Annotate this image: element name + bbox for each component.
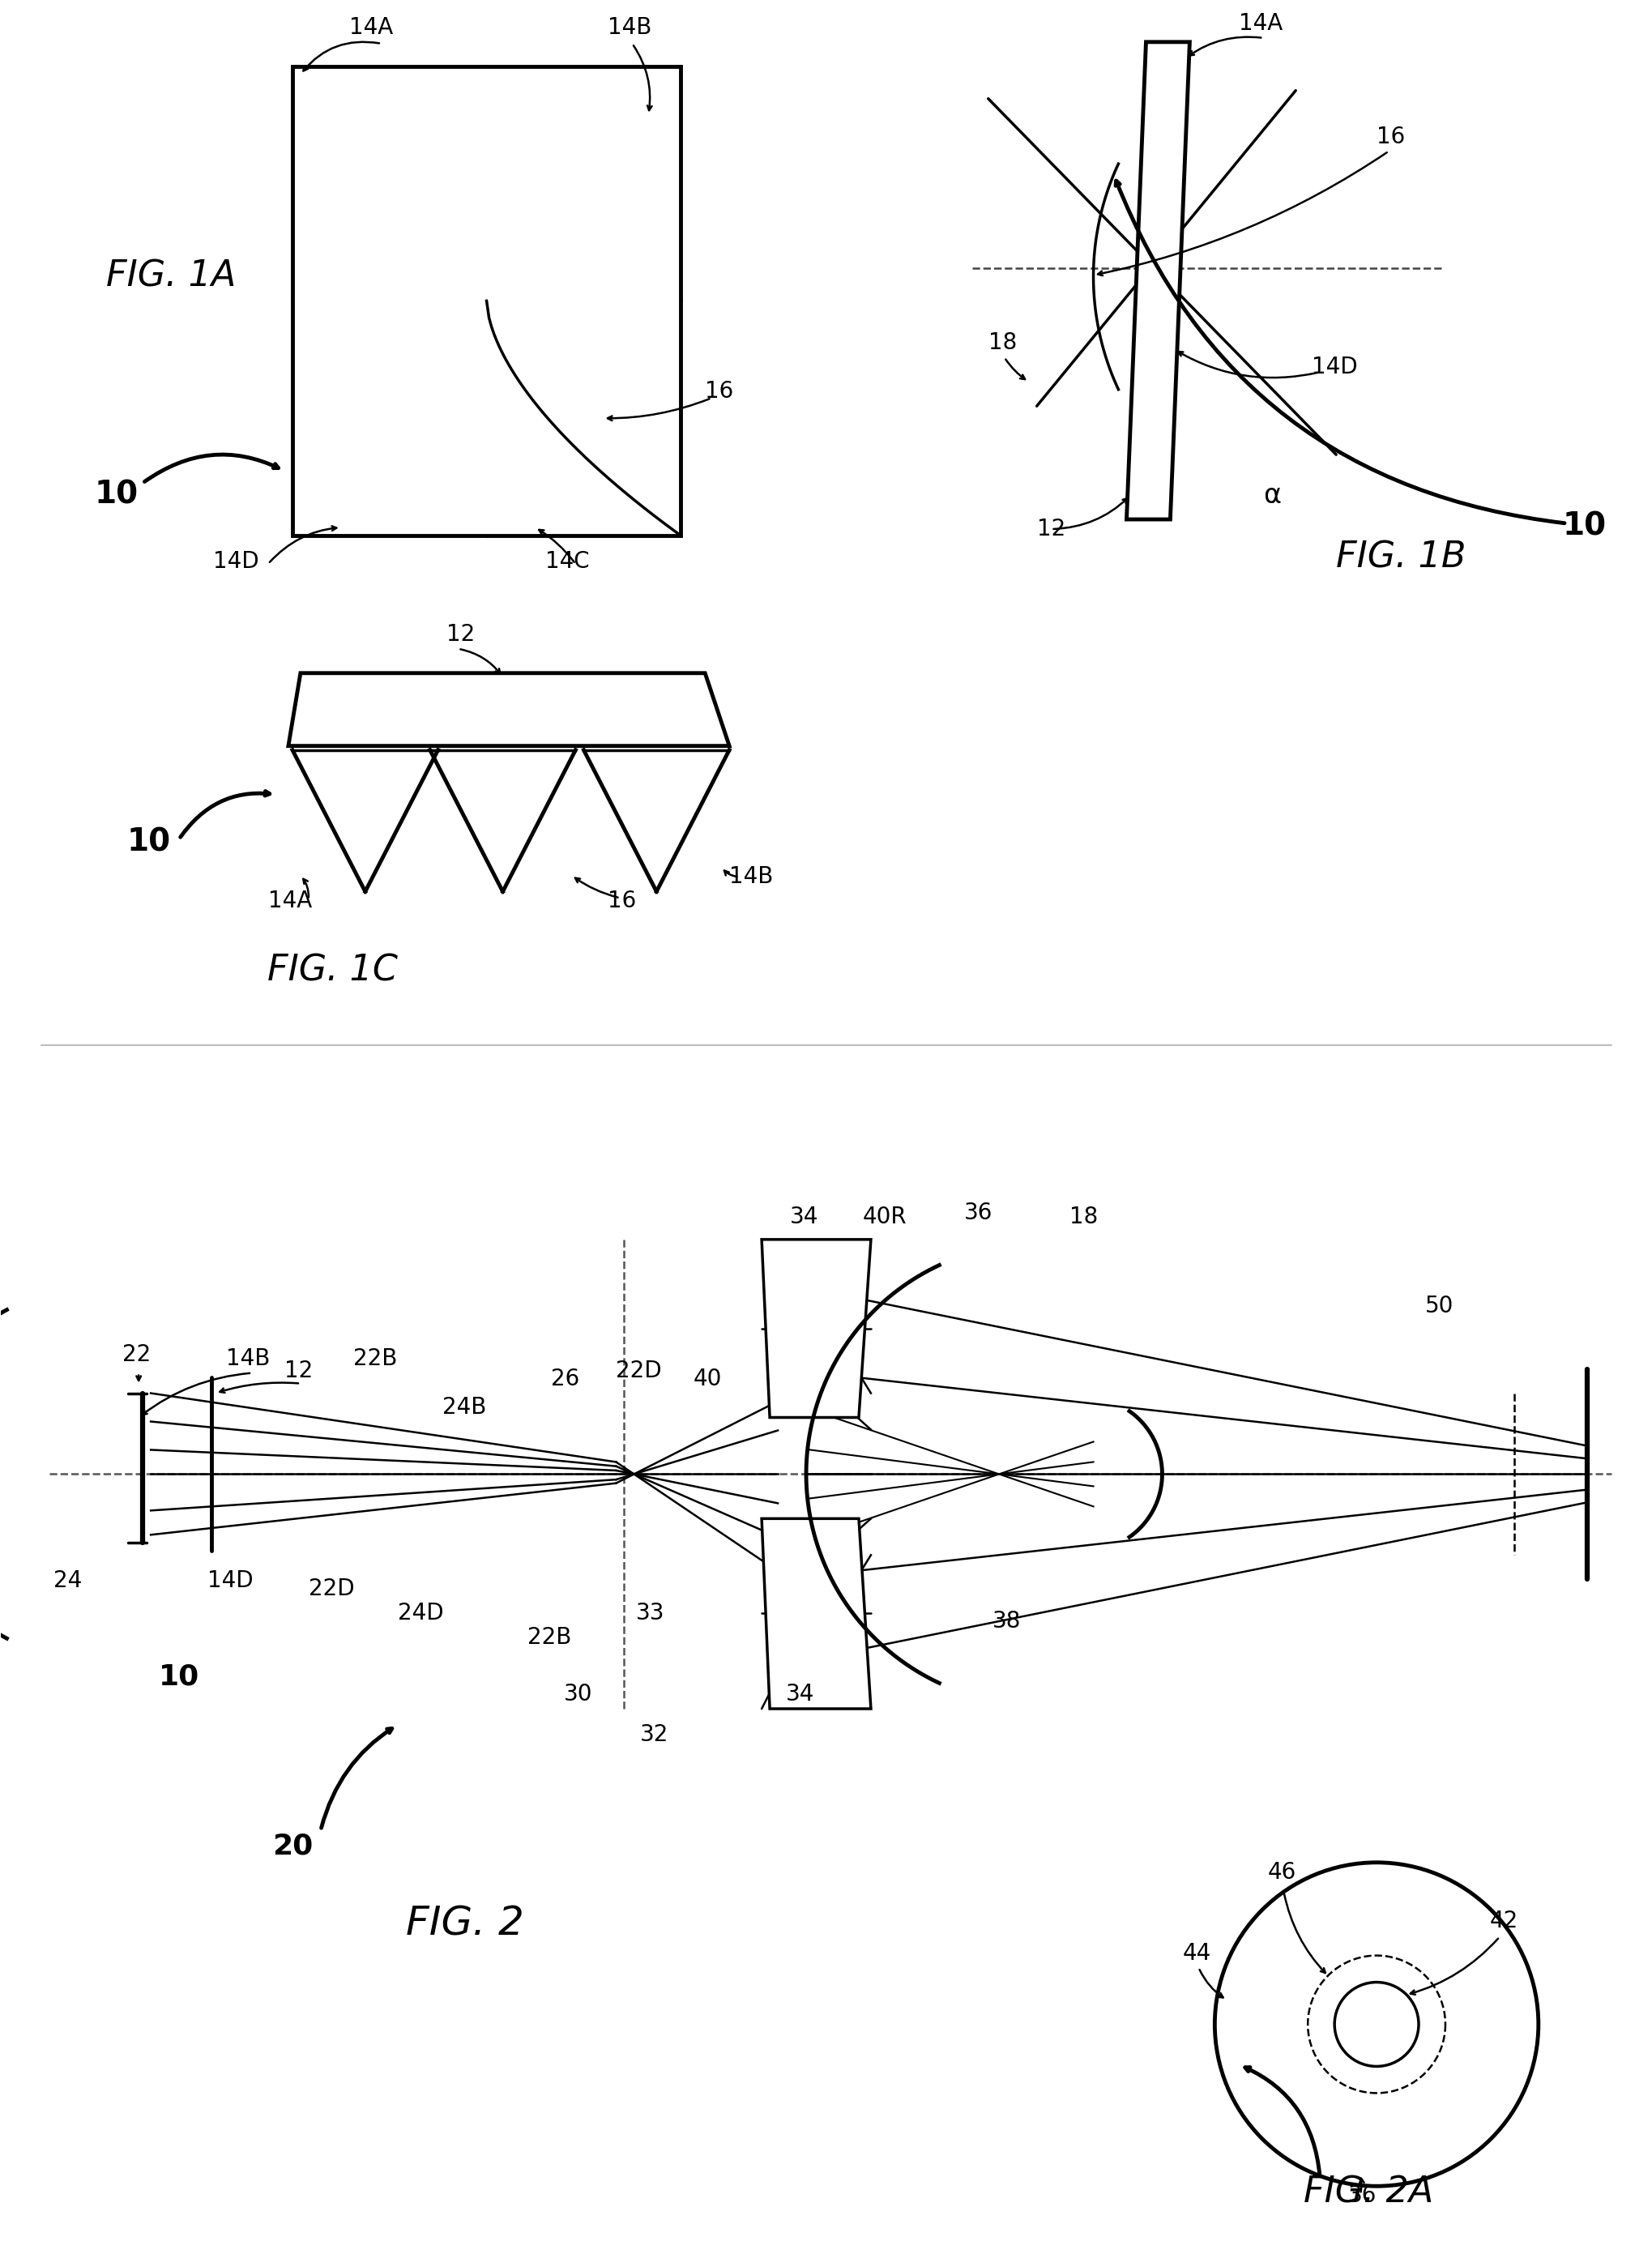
Text: 36: 36 xyxy=(1348,2184,1376,2207)
Text: 30: 30 xyxy=(563,1684,591,1706)
Text: 16: 16 xyxy=(608,890,636,913)
Polygon shape xyxy=(287,674,729,746)
Text: 42: 42 xyxy=(1488,1909,1518,1932)
Text: 46: 46 xyxy=(1267,1862,1295,1884)
Text: 14C: 14C xyxy=(545,550,590,573)
Text: 24D: 24D xyxy=(398,1603,443,1625)
Circle shape xyxy=(1214,1862,1538,2186)
Text: 32: 32 xyxy=(639,1724,669,1747)
Text: 14D: 14D xyxy=(213,550,259,573)
Text: 16: 16 xyxy=(705,381,733,403)
Polygon shape xyxy=(762,1519,871,1709)
Circle shape xyxy=(1333,1981,1417,2067)
Text: 22D: 22D xyxy=(616,1359,661,1382)
Text: 14A: 14A xyxy=(349,16,393,38)
Text: 14B: 14B xyxy=(226,1348,269,1370)
Text: 40: 40 xyxy=(692,1368,722,1391)
Text: 26: 26 xyxy=(552,1368,580,1391)
Text: 22: 22 xyxy=(122,1343,150,1366)
Text: 18: 18 xyxy=(1069,1206,1097,1228)
Text: 34: 34 xyxy=(786,1684,814,1706)
Text: 10: 10 xyxy=(1561,512,1606,541)
Text: 24: 24 xyxy=(55,1569,83,1591)
Text: 14D: 14D xyxy=(208,1569,253,1591)
Text: 10: 10 xyxy=(127,827,170,857)
Text: 14D: 14D xyxy=(1312,356,1356,379)
Text: 34: 34 xyxy=(790,1206,818,1228)
Text: FIG. 2A: FIG. 2A xyxy=(1303,2175,1432,2209)
Text: 12: 12 xyxy=(446,622,474,645)
Text: 36: 36 xyxy=(963,1201,993,1224)
Text: 10: 10 xyxy=(94,478,139,509)
Polygon shape xyxy=(762,1240,871,1418)
Text: 24B: 24B xyxy=(441,1395,486,1418)
Text: FIG. 2: FIG. 2 xyxy=(405,1905,524,1943)
Text: 12: 12 xyxy=(1036,518,1066,541)
Text: 38: 38 xyxy=(991,1609,1021,1632)
Text: α: α xyxy=(1262,482,1280,509)
Text: 14B: 14B xyxy=(729,866,773,888)
Text: 18: 18 xyxy=(988,331,1016,354)
Text: FIG. 1A: FIG. 1A xyxy=(106,259,236,293)
Text: 50: 50 xyxy=(1424,1294,1454,1316)
Bar xyxy=(292,65,681,536)
Text: 10: 10 xyxy=(159,1663,200,1690)
Text: 14A: 14A xyxy=(1239,11,1282,34)
Text: 22D: 22D xyxy=(309,1578,354,1600)
Text: 40R: 40R xyxy=(862,1206,907,1228)
Text: 44: 44 xyxy=(1181,1941,1211,1965)
Text: 33: 33 xyxy=(636,1603,664,1625)
Polygon shape xyxy=(1127,43,1189,518)
Text: 20: 20 xyxy=(273,1833,312,1860)
Text: 22B: 22B xyxy=(527,1625,572,1650)
Text: 14B: 14B xyxy=(608,16,651,38)
Text: 14A: 14A xyxy=(268,890,312,913)
Text: 16: 16 xyxy=(1376,126,1404,149)
Text: FIG. 1B: FIG. 1B xyxy=(1335,541,1465,575)
Text: FIG. 1C: FIG. 1C xyxy=(268,953,398,987)
Text: 22B: 22B xyxy=(354,1348,396,1370)
Text: 12: 12 xyxy=(284,1359,312,1382)
